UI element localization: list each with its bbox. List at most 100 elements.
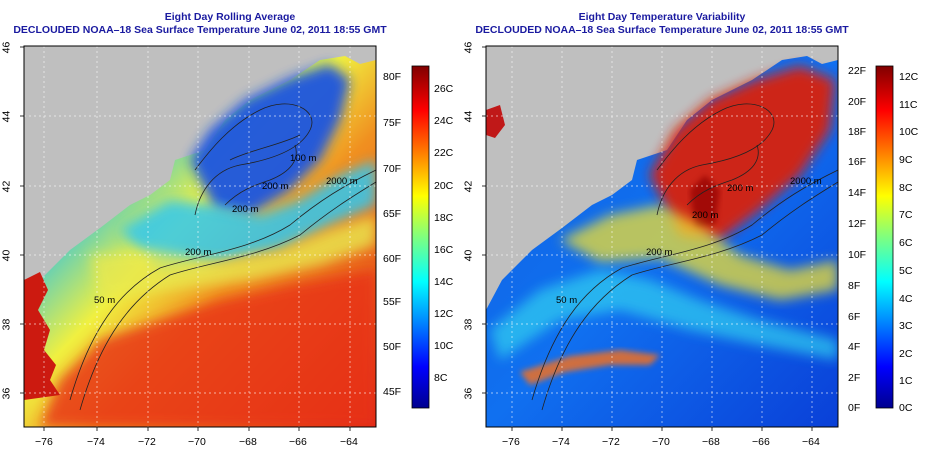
right-lon-label: −64 (802, 436, 820, 448)
right-panel-subtitle: DECLOUDED NOAA–18 Sea Surface Temperatur… (475, 24, 849, 36)
right-colorbar-c-label: 9C (899, 154, 913, 166)
left-panel-subtitle: DECLOUDED NOAA–18 Sea Surface Temperatur… (13, 24, 387, 36)
left-lat-label: 40 (0, 249, 13, 262)
left-lat-label: 42 (0, 180, 13, 193)
left-colorbar-f-label: 70F (383, 163, 402, 175)
left-contour-label: 100 m (290, 153, 317, 164)
right-colorbar-c-label: 3C (899, 320, 913, 332)
left-warm-core (40, 270, 376, 427)
left-colorbar-f-label: 60F (383, 253, 402, 265)
right-colorbar-f-label: 20F (848, 96, 867, 108)
left-contour-label: 200 m (185, 247, 212, 258)
left-grid (24, 46, 376, 427)
axis-tick-marks (20, 46, 813, 431)
right-colorbar-c-label: 1C (899, 375, 913, 387)
left-contour-label: 200 m (232, 204, 259, 215)
right-colorbar-f-label: 2F (848, 372, 861, 384)
right-lon-label: −70 (652, 436, 670, 448)
left-lat-label: 38 (0, 318, 13, 331)
right-lat-label: 38 (462, 318, 475, 331)
left-map-frame (23, 45, 377, 428)
right-colorbar-c-label: 4C (899, 293, 913, 305)
right-colorbar-f-label: 18F (848, 126, 867, 138)
right-grid (486, 46, 838, 427)
right-lon-label: −66 (752, 436, 770, 448)
right-lat-label: 42 (462, 180, 475, 193)
left-colorbar-c-label: 8C (434, 372, 448, 384)
left-contour-label: 2000 m (326, 176, 358, 187)
right-cyan-streak (490, 270, 838, 360)
right-colorbar (875, 65, 894, 409)
left-colorbar-c-label: 24C (434, 115, 454, 127)
right-lat-label: 36 (462, 387, 475, 400)
right-colorbar-f-label: 12F (848, 218, 867, 230)
right-colorbar-c-label: 0C (899, 402, 913, 414)
left-lon-label: −64 (340, 436, 358, 448)
right-lat-label: 40 (462, 249, 475, 262)
left-contour-label: 200 m (262, 181, 289, 192)
right-yellow-shelf (560, 205, 838, 300)
left-lon-label: −76 (35, 436, 53, 448)
left-colorbar-c-label: 16C (434, 244, 454, 256)
right-colorbar-c-label: 6C (899, 237, 913, 249)
left-lat-label: 44 (0, 110, 13, 123)
left-colorbar-f-label: 75F (383, 117, 402, 129)
right-contour-label: 50 m (556, 295, 578, 306)
left-contour-label: 50 m (94, 295, 116, 306)
left-colorbar-c-label: 26C (434, 83, 454, 95)
left-colorbar-f-label: 80F (383, 71, 402, 83)
left-cold-gulf (190, 64, 350, 215)
left-lat-label: 36 (0, 387, 13, 400)
left-colorbar-c-label: 10C (434, 340, 454, 352)
right-contour-label: 200 m (727, 183, 754, 194)
right-colorbar-c-label: 12C (899, 71, 919, 83)
left-colorbar (411, 65, 430, 409)
right-contour-label: 2000 m (790, 176, 822, 187)
left-lat-label: 46 (0, 41, 13, 54)
left-lon-label: −68 (239, 436, 257, 448)
right-bathymetry-contours (531, 103, 838, 411)
right-orange-streak (520, 350, 660, 385)
right-panel-title: Eight Day Temperature Variability (578, 11, 746, 23)
right-contour-label: 200 m (692, 210, 719, 221)
left-colorbar-f-label: 55F (383, 296, 402, 308)
left-colorbar-f-label: 65F (383, 208, 402, 220)
left-lon-label: −70 (188, 436, 206, 448)
left-cyan-band (120, 160, 376, 270)
right-lat-label: 44 (462, 110, 475, 123)
right-colorbar-c-label: 10C (899, 126, 919, 138)
left-panel-title: Eight Day Rolling Average (164, 11, 296, 23)
left-bathymetry-contours (69, 103, 376, 411)
right-colorbar-f-label: 10F (848, 249, 867, 261)
left-lon-label: −72 (138, 436, 156, 448)
left-colorbar-c-label: 14C (434, 276, 454, 288)
left-colorbar-f-label: 50F (383, 341, 402, 353)
left-colorbar-c-label: 22C (434, 147, 454, 159)
right-colorbar-c-label: 11C (899, 99, 918, 111)
left-colorbar-c-label: 12C (434, 308, 454, 320)
right-dark-core (690, 175, 720, 228)
left-colorbar-c-label: 20C (434, 180, 454, 192)
right-colorbar-c-label: 2C (899, 348, 913, 360)
right-colorbar-f-label: 0F (848, 402, 861, 414)
right-lon-label: −74 (552, 436, 570, 448)
right-colorbar-f-label: 6F (848, 311, 861, 323)
right-lon-label: −72 (602, 436, 620, 448)
left-colorbar-c-label: 18C (434, 212, 454, 224)
right-colorbar-c-label: 7C (899, 209, 913, 221)
right-lon-label: −76 (502, 436, 520, 448)
left-yellow-band (90, 215, 376, 300)
left-map-area (24, 46, 376, 427)
right-contour-label: 200 m (646, 247, 673, 258)
right-colorbar-c-label: 5C (899, 265, 913, 277)
right-colorbar-c-label: 8C (899, 182, 913, 194)
left-lon-label: −66 (289, 436, 307, 448)
right-colorbar-f-label: 14F (848, 187, 867, 199)
left-estuary (24, 272, 60, 400)
left-lon-label: −74 (87, 436, 105, 448)
right-colorbar-f-label: 22F (848, 65, 867, 77)
right-lat-label: 46 (462, 41, 475, 54)
right-colorbar-f-label: 8F (848, 280, 861, 292)
right-lon-label: −68 (702, 436, 720, 448)
